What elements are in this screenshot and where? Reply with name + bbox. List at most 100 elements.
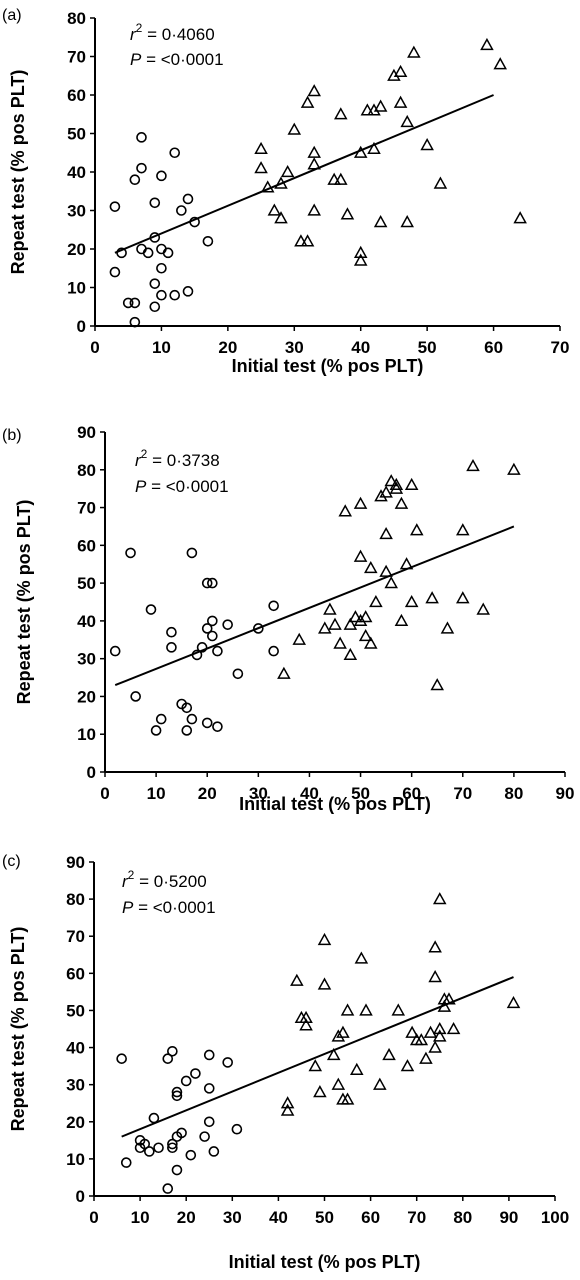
data-point-triangle bbox=[367, 141, 381, 155]
data-point-circle bbox=[181, 702, 193, 714]
y-tick-label: 40 bbox=[67, 163, 86, 182]
data-point-circle bbox=[155, 713, 167, 725]
y-tick-label: 80 bbox=[77, 461, 96, 480]
data-point-triangle bbox=[387, 68, 401, 81]
data-point-triangle bbox=[260, 180, 275, 193]
scatter-panel-b: (b) 0 10 20 30 40 50 60 70 80 90 0 10 20 30 40 50 60 70 80 9… bbox=[2, 423, 574, 814]
data-point-circle bbox=[166, 626, 177, 638]
data-point-circle bbox=[149, 301, 161, 313]
data-point-triangle bbox=[277, 666, 291, 679]
data-point-triangle bbox=[399, 557, 414, 570]
data-point-triangle bbox=[476, 602, 490, 615]
data-point-triangle bbox=[432, 892, 447, 905]
data-point-circle bbox=[199, 1131, 210, 1142]
data-point-triangle bbox=[410, 523, 424, 536]
x-axis-title: Initial test (% pos PLT) bbox=[229, 1252, 421, 1272]
data-point-triangle bbox=[313, 1085, 327, 1098]
data-point-circle bbox=[201, 717, 213, 729]
y-tick-label: 40 bbox=[66, 1039, 85, 1058]
data-point-circle bbox=[203, 1116, 215, 1128]
data-point-circle bbox=[167, 1045, 178, 1057]
data-point-triangle bbox=[280, 164, 295, 178]
data-point-circle bbox=[162, 1183, 174, 1194]
data-point-triangle bbox=[340, 1003, 355, 1016]
data-point-triangle bbox=[353, 613, 368, 627]
data-point-triangle bbox=[343, 617, 358, 630]
data-point-triangle bbox=[428, 940, 442, 953]
x-axis-title: Initial test (% pos PLT) bbox=[239, 794, 431, 814]
y-tick-label: 70 bbox=[67, 48, 86, 67]
data-point-triangle bbox=[513, 211, 527, 224]
y-tick-label: 0 bbox=[87, 763, 96, 782]
data-point-triangle bbox=[334, 107, 348, 120]
data-point-triangle bbox=[353, 549, 368, 562]
data-point-triangle bbox=[384, 474, 398, 487]
data-point-triangle bbox=[379, 564, 393, 577]
data-point-triangle bbox=[323, 602, 337, 615]
scatter-panel-c: (c) 0 10 20 30 40 50 60 70 80 90 0 10 20 30 40 50 60 70 80 9… bbox=[2, 853, 569, 1272]
data-point-circle bbox=[268, 645, 279, 657]
data-point-circle bbox=[148, 1112, 160, 1124]
data-point-triangle bbox=[348, 610, 363, 623]
data-point-triangle bbox=[493, 57, 507, 70]
x-tick-label: 80 bbox=[453, 1208, 472, 1227]
x-tick-label: 0 bbox=[89, 1208, 98, 1227]
data-point-triangle bbox=[358, 628, 373, 642]
data-point-triangle bbox=[393, 64, 408, 78]
y-axis-title: Repeat test (% pos PLT) bbox=[14, 500, 34, 705]
data-point-triangle bbox=[340, 207, 355, 220]
data-point-triangle bbox=[307, 145, 321, 158]
y-tick-label: 30 bbox=[67, 202, 86, 221]
data-point-triangle bbox=[423, 1025, 438, 1038]
data-point-circle bbox=[116, 1053, 127, 1064]
data-point-circle bbox=[202, 236, 214, 247]
data-point-circle bbox=[150, 725, 162, 736]
y-tick-label: 10 bbox=[77, 725, 96, 744]
x-tick-label: 30 bbox=[285, 338, 304, 357]
y-tick-label: 70 bbox=[77, 499, 96, 518]
data-point-circle bbox=[149, 197, 161, 209]
x-tick-label: 10 bbox=[147, 784, 166, 803]
data-point-circle bbox=[171, 1086, 183, 1098]
data-point-triangle bbox=[327, 172, 341, 185]
data-point-triangle bbox=[292, 632, 306, 645]
data-point-circle bbox=[129, 316, 141, 328]
data-point-triangle bbox=[274, 176, 288, 189]
data-point-triangle bbox=[280, 1103, 295, 1116]
data-point-triangle bbox=[400, 215, 414, 228]
data-point-circle bbox=[201, 577, 213, 589]
data-point-circle bbox=[182, 286, 194, 297]
data-point-triangle bbox=[382, 1047, 396, 1061]
y-tick-label: 20 bbox=[67, 240, 86, 259]
data-point-triangle bbox=[300, 234, 315, 247]
data-point-circle bbox=[171, 1090, 183, 1102]
data-point-circle bbox=[203, 1049, 215, 1061]
y-tick-label: 30 bbox=[66, 1076, 85, 1095]
data-point-circle bbox=[231, 1123, 243, 1135]
data-point-circle bbox=[109, 266, 121, 278]
data-point-triangle bbox=[364, 636, 378, 649]
y-tick-label: 80 bbox=[66, 890, 85, 909]
regression-line bbox=[114, 525, 515, 687]
data-point-circle bbox=[182, 193, 194, 205]
data-point-triangle bbox=[440, 621, 455, 634]
x-tick-label: 50 bbox=[418, 338, 437, 357]
data-point-triangle bbox=[373, 1077, 387, 1090]
data-point-triangle bbox=[407, 45, 421, 58]
x-tick-label: 0 bbox=[90, 338, 99, 357]
data-point-circle bbox=[207, 577, 218, 589]
data-point-triangle bbox=[389, 477, 404, 491]
data-point-triangle bbox=[420, 138, 434, 151]
data-point-triangle bbox=[353, 245, 368, 258]
p-value-label: P = <0·0001 bbox=[130, 50, 224, 69]
y-tick-label: 0 bbox=[76, 1187, 85, 1206]
data-point-circle bbox=[144, 1146, 155, 1157]
data-point-triangle bbox=[338, 504, 352, 517]
data-point-circle bbox=[268, 600, 279, 612]
panel-label: (a) bbox=[2, 7, 22, 24]
data-point-circle bbox=[186, 547, 198, 559]
data-point-triangle bbox=[379, 526, 393, 540]
data-point-triangle bbox=[367, 103, 381, 116]
data-point-circle bbox=[191, 649, 203, 661]
data-point-triangle bbox=[294, 234, 308, 247]
